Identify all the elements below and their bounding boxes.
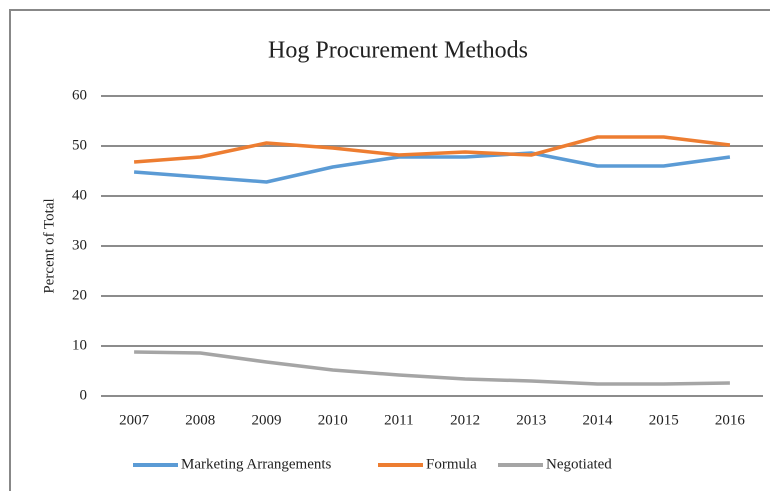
x-tick-label: 2016 xyxy=(715,412,746,428)
y-tick-label: 20 xyxy=(72,287,87,303)
y-tick-label: 40 xyxy=(72,187,87,203)
x-tick-label: 2010 xyxy=(318,412,348,428)
series-line xyxy=(134,350,730,386)
x-tick-label: 2013 xyxy=(516,412,546,428)
y-tick-label: 50 xyxy=(72,137,87,153)
legend-label: Marketing Arrangements xyxy=(181,456,332,472)
x-tick-label: 2011 xyxy=(384,412,413,428)
x-tick-label: 2009 xyxy=(252,412,282,428)
series-line xyxy=(133,151,731,184)
y-axis-label: Percent of Total xyxy=(41,198,57,293)
chart-title: Hog Procurement Methods xyxy=(268,38,528,64)
x-tick-label: 2012 xyxy=(450,412,480,428)
y-tick-label: 10 xyxy=(72,337,87,353)
y-tick-label: 0 xyxy=(80,387,88,403)
x-tick-label: 2008 xyxy=(185,412,215,428)
x-tick-label: 2014 xyxy=(583,412,614,428)
x-tick-label: 2007 xyxy=(119,412,150,428)
y-tick-label: 60 xyxy=(72,87,87,103)
legend-label: Formula xyxy=(426,456,477,472)
x-tick-label: 2015 xyxy=(649,412,679,428)
series-line xyxy=(133,135,731,164)
y-tick-label: 30 xyxy=(72,237,87,253)
chart-border xyxy=(9,9,770,491)
legend-label: Negotiated xyxy=(546,456,612,472)
